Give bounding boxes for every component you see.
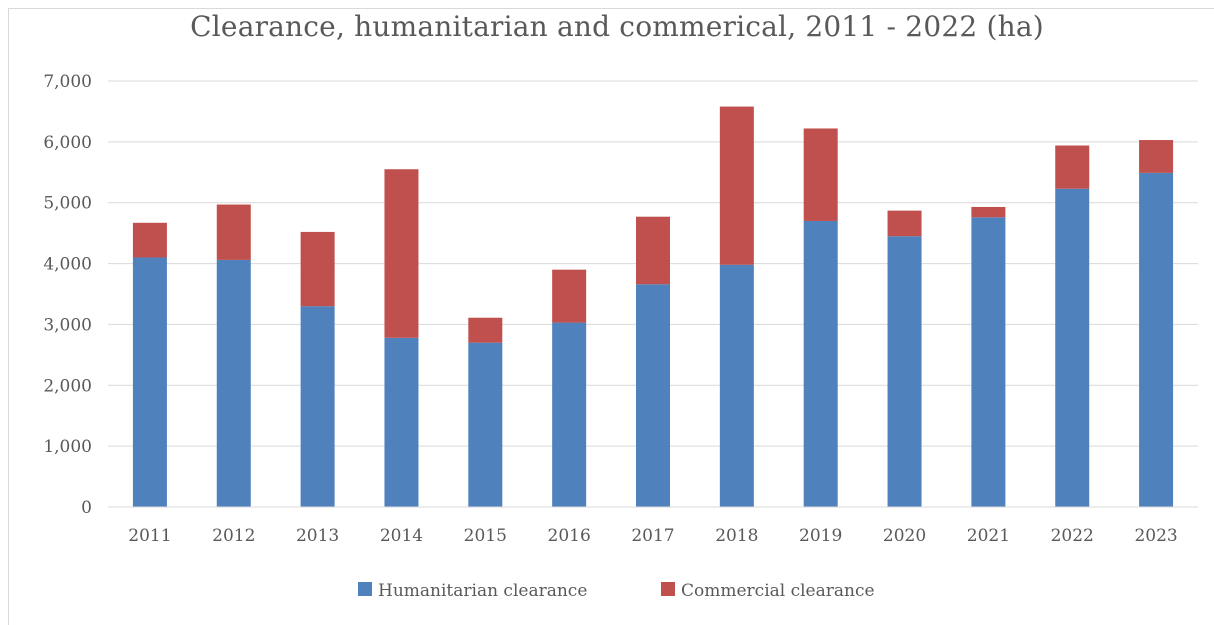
- bar-commercial: [468, 317, 503, 343]
- bar-humanitarian: [468, 342, 503, 507]
- y-tick-label: 2,000: [43, 376, 92, 396]
- y-tick-label: 7,000: [43, 72, 92, 92]
- bar-commercial: [719, 106, 754, 265]
- legend-swatch: [661, 582, 675, 596]
- legend-swatch: [358, 582, 372, 596]
- bar-humanitarian: [384, 337, 419, 507]
- bar-humanitarian: [216, 259, 251, 507]
- x-tick-label: 2011: [128, 526, 171, 546]
- bar-humanitarian: [887, 236, 922, 507]
- chart-border-top: [8, 8, 1214, 9]
- bar-commercial: [1055, 145, 1090, 189]
- bar-commercial: [300, 231, 335, 307]
- x-tick-label: 2015: [464, 526, 507, 546]
- x-tick-label: 2016: [548, 526, 591, 546]
- bar-humanitarian: [719, 264, 754, 507]
- legend-label: Humanitarian clearance: [378, 581, 587, 601]
- x-tick-label: 2014: [380, 526, 423, 546]
- bar-commercial: [1139, 140, 1174, 173]
- bar-commercial: [887, 210, 922, 237]
- bar-humanitarian: [1055, 188, 1090, 507]
- bar-humanitarian: [552, 322, 587, 507]
- bar-commercial: [803, 128, 838, 221]
- y-tick-label: 3,000: [43, 315, 92, 335]
- x-tick-label: 2022: [1051, 526, 1094, 546]
- x-tick-label: 2020: [883, 526, 926, 546]
- bar-commercial: [971, 206, 1006, 218]
- bar-commercial: [216, 204, 251, 260]
- y-tick-label: 0: [81, 498, 92, 518]
- bar-humanitarian: [132, 257, 167, 507]
- y-tick-label: 4,000: [43, 255, 92, 275]
- x-tick-label: 2018: [715, 526, 758, 546]
- y-tick-label: 1,000: [43, 437, 92, 457]
- bar-humanitarian: [971, 217, 1006, 507]
- x-tick-label: 2021: [967, 526, 1010, 546]
- x-tick-label: 2023: [1134, 526, 1177, 546]
- bar-commercial: [132, 222, 167, 258]
- bar-humanitarian: [803, 220, 838, 507]
- bar-commercial: [384, 169, 419, 338]
- bar-humanitarian: [1139, 172, 1174, 507]
- y-tick-label: 5,000: [43, 194, 92, 214]
- bar-commercial: [636, 216, 670, 285]
- chart-title: Clearance, humanitarian and commerical, …: [190, 10, 1044, 43]
- x-tick-label: 2017: [631, 526, 674, 546]
- x-tick-label: 2012: [212, 526, 255, 546]
- bar-humanitarian: [300, 306, 335, 507]
- x-tick-label: 2013: [296, 526, 339, 546]
- chart-border-left: [8, 8, 9, 625]
- bar-humanitarian: [636, 284, 670, 507]
- y-tick-label: 6,000: [43, 133, 92, 153]
- legend-label: Commercial clearance: [681, 581, 875, 601]
- bar-commercial: [552, 269, 587, 323]
- x-tick-label: 2019: [799, 526, 842, 546]
